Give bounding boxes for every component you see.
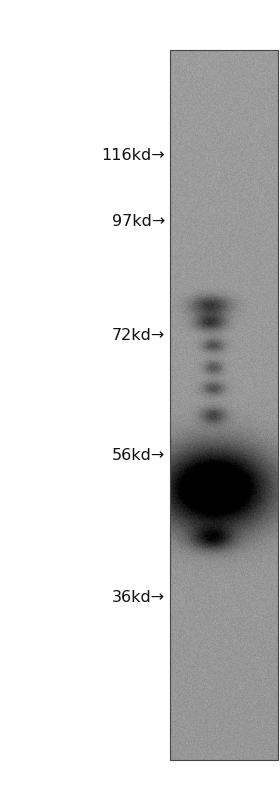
Text: 97kd→: 97kd→ (112, 214, 165, 229)
Bar (170, 50, 278, 760)
Text: 72kd→: 72kd→ (112, 328, 165, 343)
Text: 36kd→: 36kd→ (112, 590, 165, 606)
Text: 116kd→: 116kd→ (101, 148, 165, 162)
Text: 56kd→: 56kd→ (112, 447, 165, 463)
